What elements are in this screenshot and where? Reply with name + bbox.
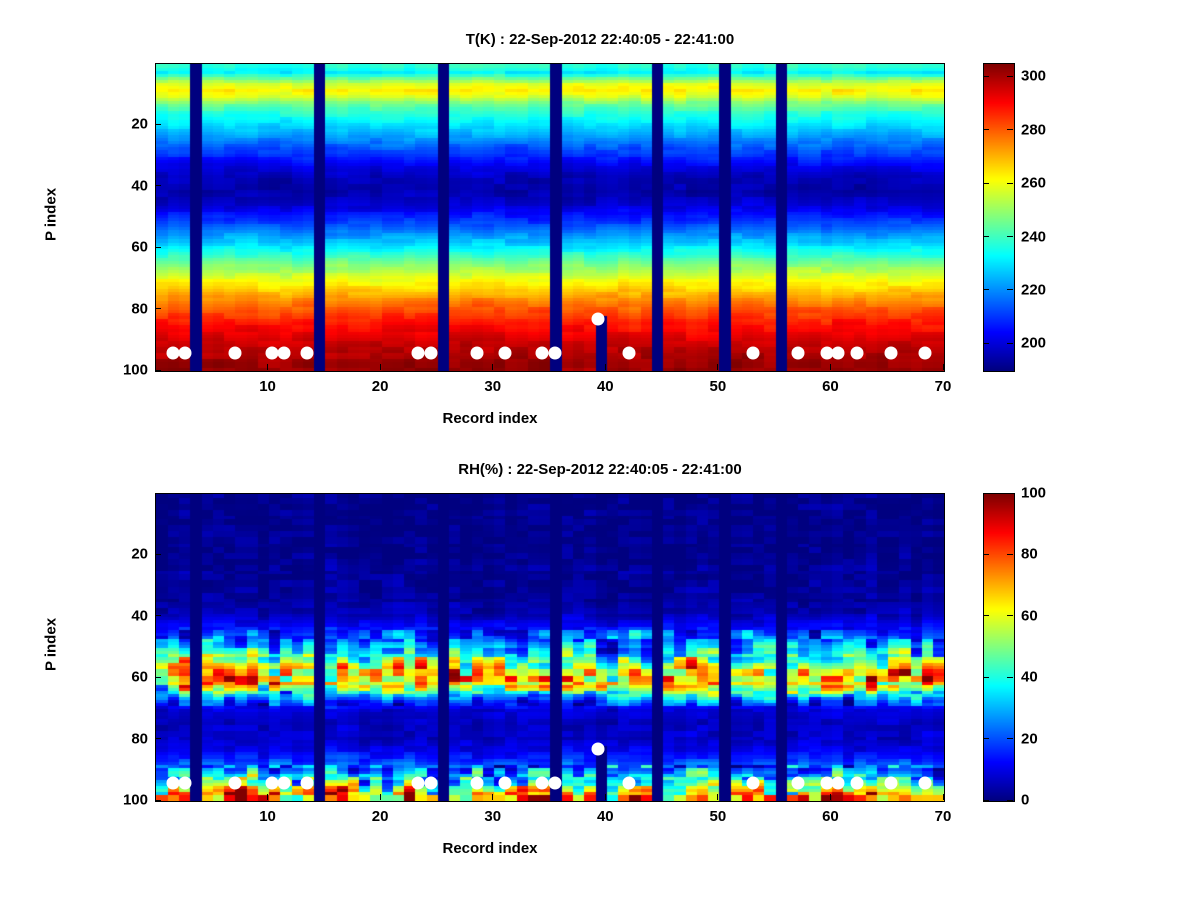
colorbar-tick-mark <box>983 342 989 344</box>
x-tick-mark <box>942 794 944 800</box>
x-tick-mark <box>717 794 719 800</box>
colorbar-tick-mark <box>983 799 989 801</box>
x-tick-mark <box>267 794 269 800</box>
x-tick-mark <box>379 364 381 370</box>
x-tick-label: 20 <box>371 378 389 395</box>
x-tick-mark <box>717 364 719 370</box>
colorbar-tick-mark <box>983 289 989 291</box>
colorbar-tick-mark <box>1007 615 1013 617</box>
x-tick-label: 20 <box>371 808 389 825</box>
colorbar-tick-mark <box>983 236 989 238</box>
humidity-heatmap-axes[interactable] <box>155 493 945 802</box>
x-tick-label: 70 <box>934 378 952 395</box>
colorbar-tick-label: 100 <box>1021 484 1047 502</box>
colorbar-tick-mark <box>1007 553 1013 555</box>
colorbar-tick-mark <box>983 182 989 184</box>
y-tick-mark <box>155 369 161 371</box>
temperature-heatmap-axes[interactable] <box>155 63 945 372</box>
x-tick-mark <box>492 364 494 370</box>
y-tick-mark <box>155 799 161 801</box>
y-tick-label: 60 <box>131 668 148 686</box>
x-tick-mark <box>492 794 494 800</box>
y-tick-mark <box>155 738 161 740</box>
colorbar-tick-mark <box>983 75 989 77</box>
y-tick-mark <box>155 676 161 678</box>
temperature-panel-title: T(K) : 22-Sep-2012 22:40:05 - 22:41:00 <box>465 31 735 48</box>
x-tick-label: 50 <box>709 378 727 395</box>
y-tick-mark <box>155 615 161 617</box>
y-tick-mark <box>155 246 161 248</box>
colorbar-tick-label: 240 <box>1021 228 1047 246</box>
colorbar-tick-mark <box>983 676 989 678</box>
colorbar-tick-mark <box>983 492 989 494</box>
colorbar-tick-label: 20 <box>1021 730 1038 748</box>
colorbar-tick-mark <box>983 553 989 555</box>
x-tick-label: 40 <box>596 808 614 825</box>
colorbar-tick-mark <box>1007 799 1013 801</box>
x-tick-mark <box>829 794 831 800</box>
y-tick-label: 40 <box>131 177 148 195</box>
colorbar-tick-mark <box>1007 676 1013 678</box>
y-tick-label: 20 <box>131 545 148 563</box>
y-tick-label: 100 <box>122 791 148 809</box>
x-tick-mark <box>829 364 831 370</box>
colorbar-tick-label: 200 <box>1021 334 1047 352</box>
y-tick-mark <box>155 308 161 310</box>
colorbar-tick-label: 60 <box>1021 607 1038 625</box>
x-tick-mark <box>942 364 944 370</box>
x-tick-mark <box>604 794 606 800</box>
temperature-colorbar[interactable] <box>983 63 1015 372</box>
colorbar-tick-mark <box>1007 492 1013 494</box>
y-tick-mark <box>155 185 161 187</box>
colorbar-tick-label: 80 <box>1021 545 1038 563</box>
humidity-colorbar[interactable] <box>983 493 1015 802</box>
colorbar-tick-mark <box>983 615 989 617</box>
x-tick-label: 30 <box>484 808 502 825</box>
humidity-panel-title: RH(%) : 22-Sep-2012 22:40:05 - 22:41:00 <box>458 461 742 478</box>
x-tick-label: 70 <box>934 808 952 825</box>
y-tick-mark <box>155 553 161 555</box>
x-tick-mark <box>604 364 606 370</box>
colorbar-tick-label: 40 <box>1021 668 1038 686</box>
colorbar-tick-mark <box>1007 236 1013 238</box>
x-tick-label: 10 <box>259 808 276 825</box>
colorbar-tick-mark <box>1007 75 1013 77</box>
y-tick-label: 100 <box>122 361 148 379</box>
x-tick-label: 60 <box>822 808 839 825</box>
temperature-panel: T(K) : 22-Sep-2012 22:40:05 - 22:41:00 1… <box>43 31 1047 427</box>
x-tick-label: 50 <box>709 808 727 825</box>
colorbar-tick-mark <box>1007 182 1013 184</box>
colorbar-tick-mark <box>1007 738 1013 740</box>
x-tick-label: 60 <box>822 378 839 395</box>
colorbar-tick-mark <box>1007 289 1013 291</box>
colorbar-tick-label: 260 <box>1021 174 1047 192</box>
x-tick-label: 10 <box>259 378 276 395</box>
y-tick-label: 60 <box>131 238 148 256</box>
colorbar-tick-mark <box>983 738 989 740</box>
x-tick-mark <box>379 794 381 800</box>
humidity-ylabel: P index <box>42 617 60 672</box>
y-tick-label: 80 <box>131 300 148 318</box>
x-tick-label: 40 <box>596 378 614 395</box>
x-tick-mark <box>267 364 269 370</box>
y-tick-label: 80 <box>131 730 148 748</box>
humidity-xlabel: Record index <box>442 840 538 857</box>
colorbar-tick-label: 220 <box>1021 281 1047 299</box>
colorbar-tick-label: 0 <box>1021 791 1030 809</box>
x-tick-label: 30 <box>484 378 502 395</box>
temperature-xlabel: Record index <box>442 410 538 427</box>
colorbar-tick-mark <box>1007 129 1013 131</box>
colorbar-tick-label: 280 <box>1021 121 1047 139</box>
y-tick-label: 20 <box>131 115 148 133</box>
y-tick-label: 40 <box>131 607 148 625</box>
colorbar-tick-mark <box>983 129 989 131</box>
y-tick-mark <box>155 123 161 125</box>
colorbar-tick-label: 300 <box>1021 67 1047 85</box>
colorbar-tick-mark <box>1007 342 1013 344</box>
